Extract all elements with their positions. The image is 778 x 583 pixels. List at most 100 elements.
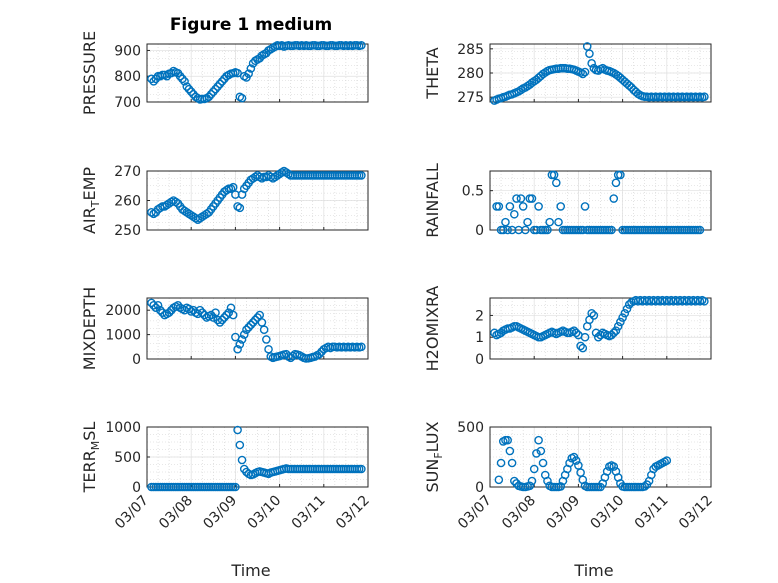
- data-point: [576, 341, 585, 351]
- data-point: [149, 209, 158, 219]
- data-point: [217, 315, 227, 325]
- data-point: [534, 435, 543, 445]
- data-point: [518, 202, 528, 211]
- data-point: [543, 476, 552, 486]
- data-point: [228, 182, 238, 192]
- x-tick-label: 03/09: [200, 493, 240, 533]
- data-point: [184, 304, 194, 314]
- data-point: [149, 301, 158, 310]
- data-point: [507, 458, 517, 468]
- data-point: [357, 342, 366, 352]
- y-tick-label: 280: [457, 66, 484, 82]
- data-point: [505, 202, 515, 211]
- data-point: [224, 308, 234, 317]
- data-point: [195, 305, 205, 315]
- y-tick-label: 285: [457, 42, 484, 58]
- data-point: [609, 328, 619, 338]
- data-point: [609, 462, 619, 471]
- data-point: [253, 313, 262, 322]
- x-tick-label: 03/09: [543, 493, 583, 533]
- data-point: [184, 84, 194, 94]
- data-point: [609, 194, 619, 203]
- data-point: [264, 344, 273, 354]
- x-tick-label: 03/07: [455, 493, 495, 533]
- data-point: [622, 304, 632, 314]
- data-point: [237, 335, 247, 344]
- data-point: [532, 449, 541, 458]
- data-point: [521, 225, 530, 235]
- data-point: [538, 458, 548, 468]
- series-h2omixra: [490, 295, 709, 353]
- data-point: [211, 308, 220, 317]
- data-point: [206, 89, 216, 99]
- data-point: [206, 310, 216, 320]
- data-point: [233, 202, 242, 211]
- data-point: [215, 318, 225, 327]
- data-point: [578, 343, 588, 353]
- y-axis-title-mixdepth: MIXDEPTH: [80, 287, 99, 370]
- y-axis-title-theta: THETA: [423, 47, 442, 99]
- data-point: [624, 81, 634, 90]
- y-tick-label: 1000: [105, 420, 141, 436]
- data-point: [237, 455, 247, 465]
- data-point: [536, 446, 546, 456]
- data-point: [494, 202, 504, 211]
- data-point: [211, 84, 220, 94]
- data-point: [627, 83, 636, 92]
- data-point: [527, 476, 537, 486]
- axes-mixdepth: 0 1000 2000 MIXDEPTH: [80, 287, 369, 370]
- data-point: [231, 482, 240, 492]
- data-point: [228, 310, 238, 320]
- data-point: [578, 69, 588, 79]
- figure-title: Figure 1 medium: [170, 15, 332, 35]
- data-point: [501, 217, 510, 227]
- data-point: [554, 217, 563, 227]
- series-rainfall: [492, 170, 705, 235]
- y-axis-title-sun_flux: SUNFLUX: [423, 421, 445, 492]
- data-point: [151, 303, 161, 313]
- data-point: [503, 435, 512, 445]
- data-point: [593, 332, 603, 342]
- data-point: [510, 476, 519, 486]
- data-point: [257, 318, 267, 327]
- x-tick-label: 03/08: [156, 493, 196, 533]
- data-point: [357, 171, 366, 180]
- x-tick-label: 03/07: [112, 493, 152, 533]
- data-point: [315, 349, 324, 359]
- y-axis-title-rainfall: RAINFALL: [423, 163, 442, 238]
- x-tick-label: 03/11: [632, 493, 672, 533]
- data-point: [585, 49, 594, 58]
- data-point: [213, 82, 223, 91]
- data-point: [246, 64, 256, 73]
- x-tick-label: 03/11: [289, 493, 329, 533]
- data-point: [569, 326, 579, 335]
- data-point: [175, 71, 185, 81]
- data-point: [607, 225, 616, 235]
- data-point: [151, 74, 161, 84]
- x-axis-title-right: Time: [573, 561, 613, 580]
- data-point: [255, 310, 265, 320]
- x-tick-label: 03/10: [245, 493, 285, 533]
- data-point: [613, 322, 623, 331]
- data-point: [248, 318, 258, 327]
- data-point: [171, 197, 181, 207]
- data-point: [556, 482, 566, 491]
- data-point: [178, 74, 187, 84]
- axes-frame: [146, 297, 369, 360]
- data-point: [357, 464, 366, 474]
- axes-sun_flux: 0 500 03/07 03/08 03/09 03/10 03/11 03/12 SUNFLU…: [423, 420, 716, 532]
- series-pressure: [147, 40, 366, 104]
- data-point: [357, 40, 366, 50]
- x-tick-label: 03/12: [333, 493, 373, 533]
- data-point: [197, 308, 207, 317]
- y-tick-label: 0: [475, 352, 484, 368]
- data-point: [616, 317, 625, 327]
- data-point: [616, 170, 625, 180]
- y-tick-label: 0: [475, 480, 484, 496]
- data-point: [571, 328, 581, 338]
- data-point: [246, 320, 256, 330]
- x-axis-title-left: Time: [230, 561, 270, 580]
- data-point: [523, 217, 532, 227]
- axes-theta: 275 280 285 THETA: [423, 42, 712, 106]
